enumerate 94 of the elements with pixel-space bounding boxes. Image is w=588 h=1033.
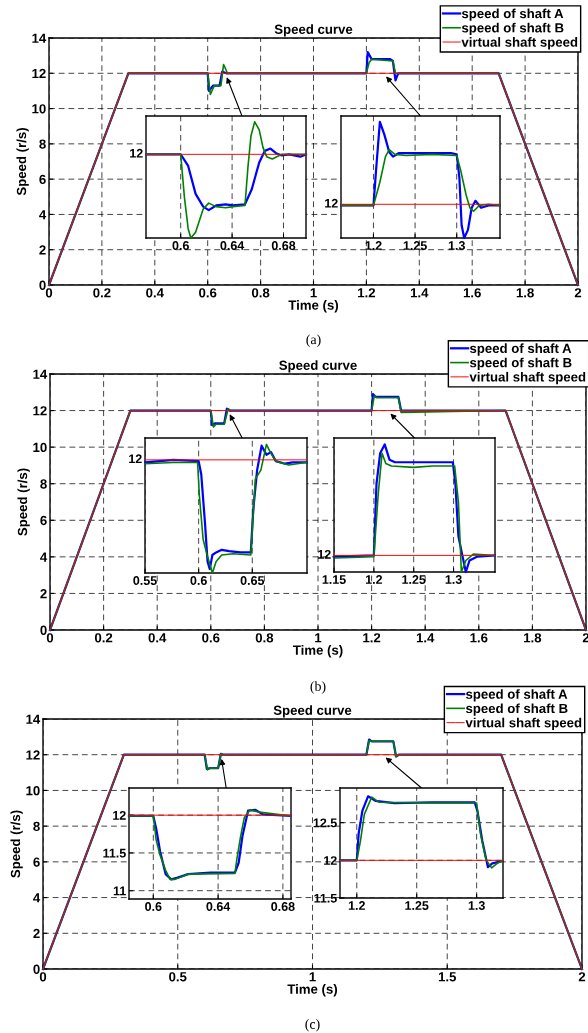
- text: (a): [306, 334, 321, 347]
- x-tick-label: 1.2: [348, 901, 365, 910]
- x-tick-label: 0.4: [146, 288, 164, 298]
- x-tick-label: 1.2: [363, 633, 381, 643]
- x-tick-label: 0.4: [148, 633, 167, 643]
- legend-label: virtual shaft speed: [461, 37, 578, 50]
- annotation: 12: [129, 454, 142, 464]
- legend-label: speed of shaft A: [461, 8, 564, 21]
- y-tick-label: 4: [33, 893, 41, 903]
- x-tick-label: 1.25: [405, 901, 429, 910]
- y-tick-label: 0: [40, 625, 47, 635]
- x-tick-label: 1: [310, 288, 317, 298]
- y-axis-title: Speed (r/s): [17, 468, 30, 536]
- x-tick-label: 1.25: [403, 241, 427, 250]
- x-tick-label: 0.2: [93, 288, 111, 298]
- y-tick-label: 11: [113, 886, 126, 896]
- y-tick-label: 11.5: [103, 848, 126, 858]
- x-tick-label: 0.68: [271, 241, 296, 250]
- x-axis-title: Time (s): [292, 645, 343, 658]
- x-tick-label: 1.8: [524, 633, 542, 643]
- y-tick-label: 12.5: [313, 818, 337, 828]
- x-tick-label: 2: [574, 288, 582, 298]
- chart-title: Speed curve: [274, 24, 353, 37]
- y-tick-label: 12: [324, 856, 337, 865]
- x-tick-label: 1.3: [445, 575, 462, 584]
- x-tick-label: 1.5: [438, 972, 457, 982]
- legend-label: speed of shaft B: [461, 22, 564, 36]
- legend-label: virtual shaft speed: [469, 371, 586, 385]
- y-axis-title: Speed (r/s): [10, 810, 23, 878]
- x-tick-label: 1.8: [516, 288, 534, 298]
- y-tick-label: 2: [33, 928, 40, 939]
- y-tick-label: 6: [40, 515, 47, 526]
- x-tick-label: 0.55: [133, 576, 157, 585]
- x-tick-label: 0.8: [255, 633, 274, 643]
- x-axis-title: Time (s): [288, 300, 339, 313]
- y-tick-label: 12: [113, 810, 126, 820]
- y-tick-label: 12: [32, 68, 46, 79]
- y-tick-label: 4: [40, 552, 48, 562]
- x-tick-label: 1.3: [448, 241, 465, 250]
- y-tick-label: 0: [39, 280, 46, 290]
- y-tick-label: 8: [39, 139, 46, 149]
- y-axis-title: Speed (r/s): [16, 128, 29, 196]
- x-tick-label: 0.5: [169, 972, 187, 982]
- y-tick-label: 10: [33, 442, 47, 453]
- y-tick-label: 10: [26, 786, 40, 796]
- chart-title: Speed curve: [273, 705, 352, 718]
- y-tick-label: 14: [32, 33, 47, 43]
- y-tick-label: 8: [40, 479, 47, 489]
- x-tick-label: 0.6: [199, 288, 217, 298]
- y-tick-label: 2: [40, 589, 47, 599]
- y-tick-label: 4: [39, 210, 47, 220]
- x-tick-label: 0.64: [220, 241, 245, 250]
- x-tick-label: 0.6: [172, 241, 189, 250]
- y-tick-label: 6: [33, 857, 40, 867]
- x-tick-label: 0.6: [190, 576, 207, 585]
- y-tick-label: 14: [26, 714, 41, 724]
- text: (c): [305, 1019, 320, 1032]
- x-tick-label: 0.6: [202, 633, 220, 643]
- x-axis-title: Time (s): [287, 984, 338, 997]
- x-tick-label: 0.64: [206, 902, 231, 911]
- chart-title: Speed curve: [279, 360, 357, 373]
- x-tick-label: 1.4: [416, 633, 435, 643]
- x-tick-label: 0.2: [94, 633, 113, 643]
- y-tick-label: 6: [39, 174, 46, 185]
- x-tick-label: 1.6: [463, 288, 481, 298]
- x-tick-label: 1: [309, 972, 316, 982]
- x-tick-label: 0.65: [240, 576, 265, 585]
- x-tick-label: 1.3: [468, 901, 485, 910]
- y-tick-label: 0: [33, 964, 40, 974]
- text: (b): [310, 681, 326, 694]
- y-tick-label: 14: [33, 369, 48, 379]
- x-tick-label: 1.4: [410, 288, 429, 298]
- x-tick-label: 0.8: [251, 288, 270, 298]
- legend-label: speed of shaft A: [465, 689, 568, 702]
- annotation: 12: [130, 148, 143, 158]
- y-tick-label: 12: [33, 406, 47, 416]
- x-tick-label: 1.6: [470, 633, 488, 643]
- x-tick-label: 1.15: [322, 575, 346, 584]
- legend-label: virtual shaft speed: [465, 717, 582, 730]
- legend-label: speed of shaft A: [469, 343, 572, 356]
- x-tick-label: 1.2: [365, 575, 383, 584]
- y-tick-label: 10: [32, 104, 46, 114]
- x-tick-label: 0.6: [145, 902, 162, 911]
- x-tick-label: 1.2: [365, 241, 382, 250]
- x-tick-label: 1.2: [358, 288, 376, 298]
- x-tick-label: 2: [578, 972, 586, 982]
- x-tick-label: 1.25: [402, 575, 426, 584]
- y-tick-label: 12: [26, 750, 40, 760]
- legend-label: speed of shaft B: [465, 703, 568, 716]
- y-tick-label: 11.5: [314, 893, 337, 903]
- x-tick-label: 1: [315, 633, 322, 643]
- y-tick-label: 8: [33, 821, 40, 832]
- legend-label: speed of shaft B: [469, 357, 572, 370]
- x-tick-label: 0.68: [271, 902, 295, 911]
